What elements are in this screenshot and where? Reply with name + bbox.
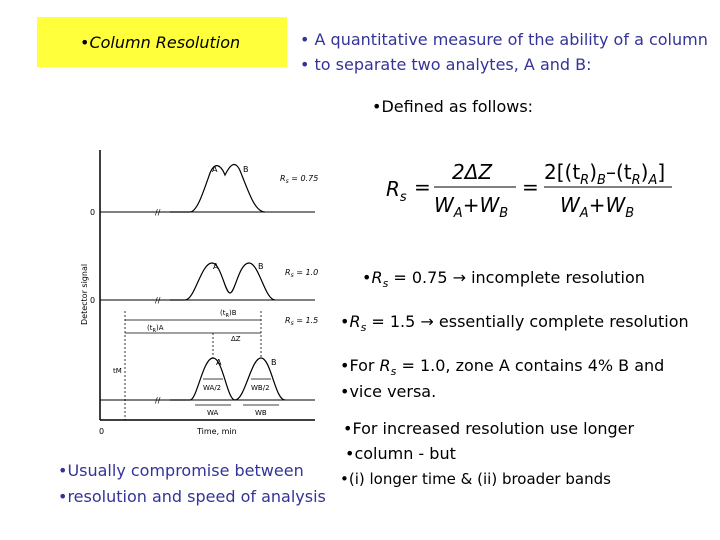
delta-z-label: ΔZ	[231, 335, 241, 343]
panel1-peaks	[170, 163, 266, 213]
eq-equals-1: =	[414, 175, 431, 199]
panel2-rs-label: Rs = 1.0	[285, 268, 318, 279]
panel2-peaks	[170, 262, 276, 301]
definition-line-2: • to separate two analytes, A and B:	[300, 55, 592, 74]
eq-frac2-num: 2[(tR)B–(tR)A]	[544, 160, 665, 188]
panel1-peak-b: B	[243, 165, 249, 174]
panel1-zero: 0	[90, 208, 95, 217]
tm-label: tM	[113, 367, 122, 375]
bullet-rs-10-line2: •vice versa.	[340, 382, 437, 401]
slide-title: •Column Resolution	[80, 33, 241, 52]
bullet-rs-15: •Rs = 1.5 → essentially complete resolut…	[340, 312, 689, 335]
y-axis-label: Detector signal	[80, 264, 89, 325]
tr-a-label: (tR)A	[147, 324, 164, 334]
wb-label: WB	[255, 409, 267, 417]
title-highlight-box	[37, 17, 287, 67]
panel1-break: //	[155, 208, 161, 217]
eq-frac1-num: 2ΔZ	[452, 160, 493, 184]
wa-label: WA	[207, 409, 219, 417]
definition-line-1: • A quantitative measure of the ability …	[300, 30, 708, 49]
panel3-break: //	[155, 396, 161, 405]
eq-rs: Rs	[386, 177, 407, 205]
x-axis-label: Time, min	[196, 427, 237, 436]
bullet-longer-line1: •For increased resolution use longer	[343, 419, 635, 438]
defined-as-label: •Defined as follows:	[372, 97, 534, 116]
x-axis-zero: 0	[99, 427, 104, 436]
panel3-peaks	[170, 357, 286, 401]
eq-equals-2: =	[522, 175, 539, 199]
resolution-equation: Rs = 2ΔZ WA+WB = 2[(tR)B–(tR)A] WA+WB	[386, 160, 672, 221]
eq-frac1-den: WA+WB	[434, 193, 508, 221]
panel1-rs-label: Rs = 0.75	[280, 174, 318, 185]
panel1-peak-a: A	[212, 165, 218, 174]
panel3-peak-b: B	[271, 358, 277, 367]
chromatogram-figure: Detector signal Time, min 0 0 // A B Rs …	[80, 150, 318, 436]
panel2-zero: 0	[90, 296, 95, 305]
panel2-break: //	[155, 296, 161, 305]
bullet-rs-10-line1: •For Rs = 1.0, zone A contains 4% B and	[340, 356, 665, 379]
wb2-label: WB/2	[251, 384, 270, 392]
wa2-label: WA/2	[203, 384, 221, 392]
compromise-line-2: •resolution and speed of analysis	[58, 487, 326, 506]
bullet-rs-075: •Rs = 0.75 → incomplete resolution	[362, 268, 645, 291]
panel3-peak-a: A	[216, 358, 222, 367]
bullet-longer-line3: •(i) longer time & (ii) broader bands	[340, 470, 611, 488]
bullet-longer-line2: •column - but	[345, 444, 456, 463]
compromise-line-1: •Usually compromise between	[58, 461, 304, 480]
panel2-peak-a: A	[213, 262, 219, 271]
panel2-peak-b: B	[258, 262, 264, 271]
eq-frac2-den: WA+WB	[560, 193, 634, 221]
panel3-rs-label: Rs = 1.5	[285, 316, 318, 327]
tr-b-label: (tR)B	[220, 309, 237, 319]
